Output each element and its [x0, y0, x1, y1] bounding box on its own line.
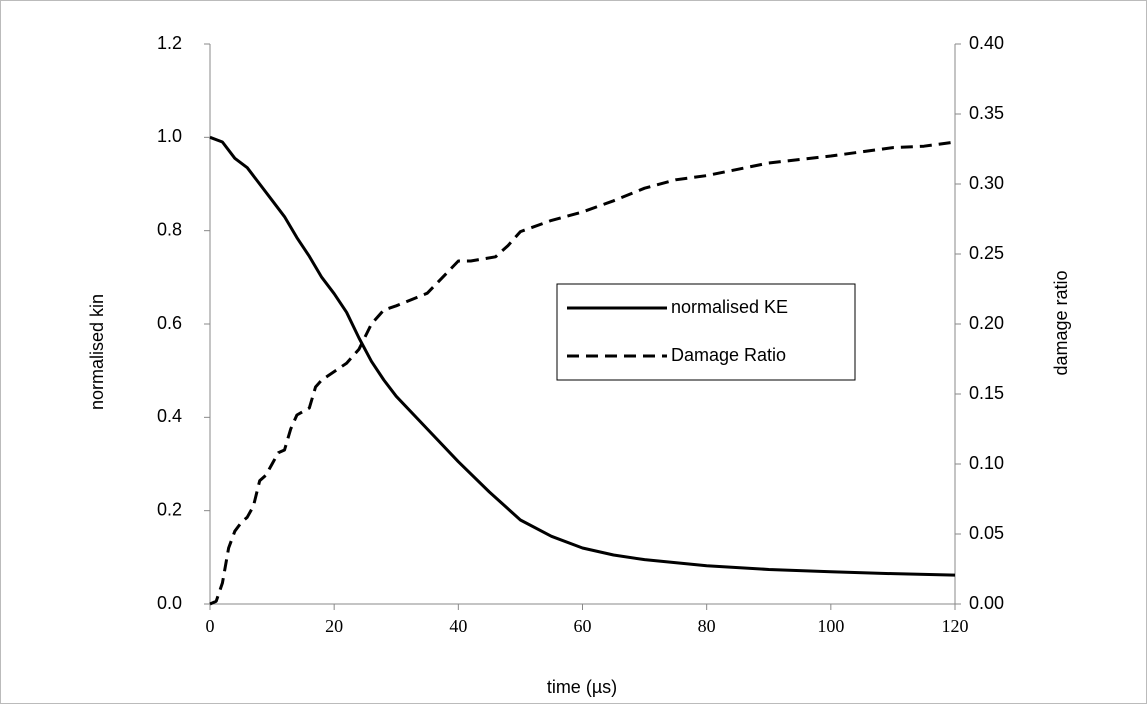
y-axis-title: normalised kin [87, 294, 107, 410]
y-tick-label: 1.0 [157, 126, 182, 146]
x-tick-label: 20 [325, 616, 343, 636]
x-tick-label: 40 [449, 616, 467, 636]
y-tick-label: 0.6 [157, 313, 182, 333]
y-tick-label: 1.2 [157, 33, 182, 53]
x-axis-title: time (µs) [547, 677, 617, 697]
x-tick-label: 80 [698, 616, 716, 636]
x-tick-label: 100 [817, 616, 844, 636]
y2-tick-label: 0.30 [969, 173, 1004, 193]
y2-tick-label: 0.00 [969, 593, 1004, 613]
legend-box [556, 283, 856, 381]
y2-tick-label: 0.15 [969, 383, 1004, 403]
y-tick-label: 0.4 [157, 406, 182, 426]
y-tick-label: 0.0 [157, 593, 182, 613]
x-tick-label: 0 [206, 616, 215, 636]
y-tick-label: 0.2 [157, 499, 182, 519]
x-tick-label: 60 [574, 616, 592, 636]
data-line [209, 140, 956, 606]
y2-tick-label: 0.40 [969, 33, 1004, 53]
legend-label: Damage Ratio [671, 345, 786, 365]
y-tick-label: 0.8 [157, 219, 182, 239]
y2-tick-label: 0.05 [969, 523, 1004, 543]
y2-tick-label: 0.20 [969, 313, 1004, 333]
x-tick-label: 120 [942, 616, 969, 636]
y2-tick-label: 0.35 [969, 103, 1004, 123]
y2-tick-label: 0.10 [969, 453, 1004, 473]
legend-label: normalised KE [671, 297, 788, 317]
data-line [209, 135, 956, 577]
y2-tick-label: 0.25 [969, 243, 1004, 263]
y2-axis-title: damage ratio [1051, 270, 1071, 375]
